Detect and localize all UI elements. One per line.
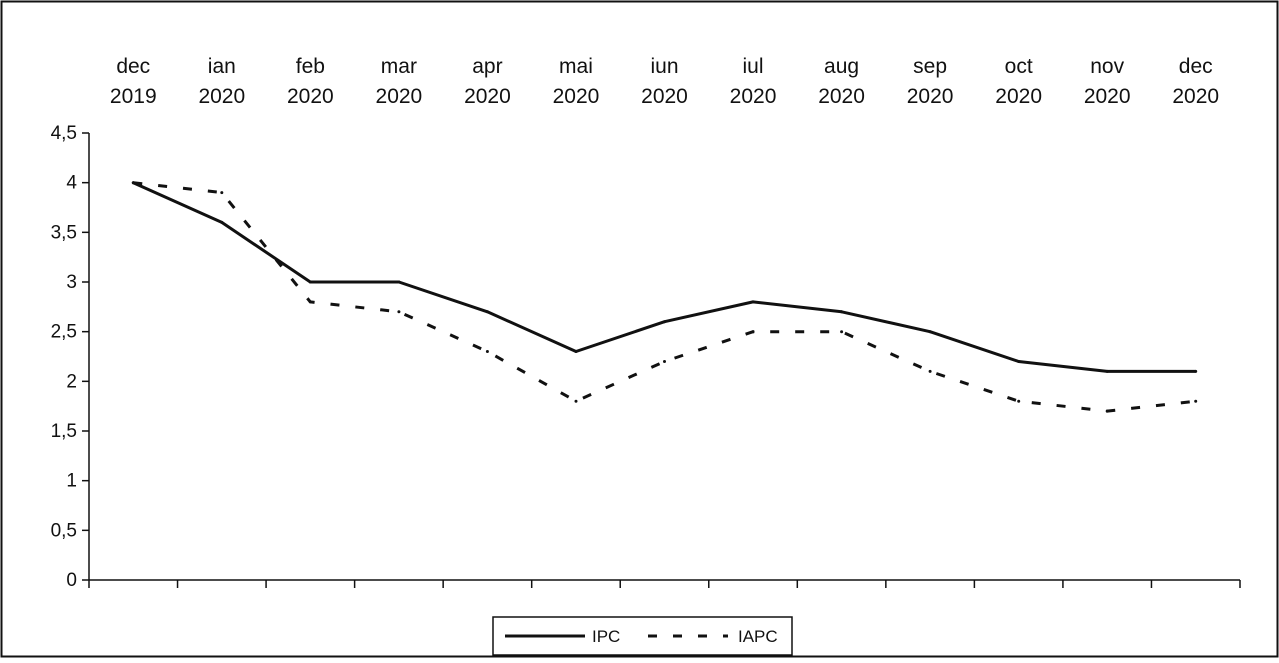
y-tick-label-9: 4,5 xyxy=(51,123,77,144)
x-category-label-5-line-0: mai xyxy=(559,55,593,78)
point-iapc-2 xyxy=(308,300,312,304)
x-category-label-10-line-0: oct xyxy=(1005,55,1033,78)
point-iapc-7 xyxy=(751,330,755,334)
point-iapc-11 xyxy=(1105,409,1109,413)
x-category-label-3: mar 2020 xyxy=(376,55,423,108)
point-iapc-3 xyxy=(397,310,401,314)
x-category-label-5: mai 2020 xyxy=(553,55,600,108)
x-category-label-11-line-0: nov xyxy=(1090,55,1124,78)
x-category-label-10-line-1: 2020 xyxy=(995,85,1042,108)
x-category-label-7: iul 2020 xyxy=(730,55,777,108)
x-category-label-4: apr 2020 xyxy=(464,55,511,108)
y-tick-label-1: 0,5 xyxy=(51,520,77,541)
point-ipc-9 xyxy=(928,330,932,334)
x-category-label-12: dec 2020 xyxy=(1172,55,1219,108)
point-ipc-8 xyxy=(840,310,844,314)
legend-box xyxy=(492,616,793,656)
x-category-label-3-line-0: mar xyxy=(381,55,417,78)
x-category-label-5-line-1: 2020 xyxy=(553,85,600,108)
x-category-label-7-line-1: 2020 xyxy=(730,85,777,108)
x-category-label-2: feb 2020 xyxy=(287,55,334,108)
x-category-labels: dec 2019 ian 2020 feb 2020 mar 2020 apr 2020 mai 20… xyxy=(110,55,1219,108)
point-ipc-10 xyxy=(1017,360,1021,363)
legend-iapc-label: IAPC xyxy=(738,627,778,646)
point-iapc-1 xyxy=(220,191,224,195)
point-iapc-6 xyxy=(663,360,666,363)
point-ipc-1 xyxy=(220,220,224,224)
legend-ipc-label: IPC xyxy=(592,627,620,646)
x-category-label-8: aug 2020 xyxy=(818,55,865,108)
y-tick-label-2: 1 xyxy=(66,471,77,492)
series-layer xyxy=(131,181,1198,413)
point-iapc-8 xyxy=(840,330,844,334)
y-axis: 0 0,5 1 1,5 2 2,5 3 3,5 4 4,5 xyxy=(51,123,90,591)
y-tick-label-6: 3 xyxy=(66,272,77,293)
x-category-label-9-line-0: sep xyxy=(913,55,947,78)
x-category-label-6-line-0: iun xyxy=(650,55,678,78)
x-category-label-10: oct 2020 xyxy=(995,55,1042,108)
x-category-label-3-line-1: 2020 xyxy=(376,85,423,108)
x-category-label-6: iun 2020 xyxy=(641,55,688,108)
x-category-label-2-line-1: 2020 xyxy=(287,85,334,108)
point-iapc-4 xyxy=(485,350,489,353)
point-ipc-12 xyxy=(1194,369,1198,373)
point-ipc-4 xyxy=(485,310,489,314)
point-iapc-12 xyxy=(1194,399,1198,403)
point-iapc-10 xyxy=(1017,399,1021,403)
x-category-label-4-line-1: 2020 xyxy=(464,85,511,108)
x-category-label-12-line-1: 2020 xyxy=(1172,85,1219,108)
x-category-label-12-line-0: dec xyxy=(1179,55,1213,78)
point-ipc-5 xyxy=(574,350,578,353)
point-iapc-9 xyxy=(928,369,932,373)
point-ipc-2 xyxy=(308,280,312,284)
x-category-label-2-line-0: feb xyxy=(296,55,325,78)
x-category-label-8-line-1: 2020 xyxy=(818,85,865,108)
x-axis xyxy=(88,579,1241,588)
legend: IPC IAPC xyxy=(492,616,793,656)
point-ipc-3 xyxy=(397,280,401,284)
x-category-label-11-line-1: 2020 xyxy=(1084,85,1131,108)
point-iapc-5 xyxy=(574,399,578,403)
x-category-label-0: dec 2019 xyxy=(110,55,157,108)
x-category-label-4-line-0: apr xyxy=(472,55,502,78)
y-tick-label-0: 0 xyxy=(66,570,77,591)
x-category-label-0-line-1: 2019 xyxy=(110,85,157,108)
point-iapc-0 xyxy=(131,181,135,185)
x-category-label-0-line-0: dec xyxy=(116,55,150,78)
x-category-label-6-line-1: 2020 xyxy=(641,85,688,108)
y-tick-label-5: 2,5 xyxy=(51,322,77,343)
x-category-label-7-line-0: iul xyxy=(743,55,764,78)
point-ipc-6 xyxy=(663,320,666,324)
x-category-label-9: sep 2020 xyxy=(907,55,954,108)
x-category-label-8-line-0: aug xyxy=(824,55,859,78)
point-ipc-11 xyxy=(1105,369,1109,373)
y-tick-label-3: 1,5 xyxy=(51,421,77,442)
x-category-label-1-line-0: ian xyxy=(208,55,236,78)
x-category-label-11: nov 2020 xyxy=(1084,55,1131,108)
point-ipc-7 xyxy=(751,300,755,304)
x-category-label-1-line-1: 2020 xyxy=(198,85,245,108)
y-tick-label-8: 4 xyxy=(66,173,77,194)
y-tick-label-7: 3,5 xyxy=(51,222,77,243)
y-tick-label-4: 2 xyxy=(66,371,77,392)
x-category-label-9-line-1: 2020 xyxy=(907,85,954,108)
x-category-label-1: ian 2020 xyxy=(198,55,245,108)
